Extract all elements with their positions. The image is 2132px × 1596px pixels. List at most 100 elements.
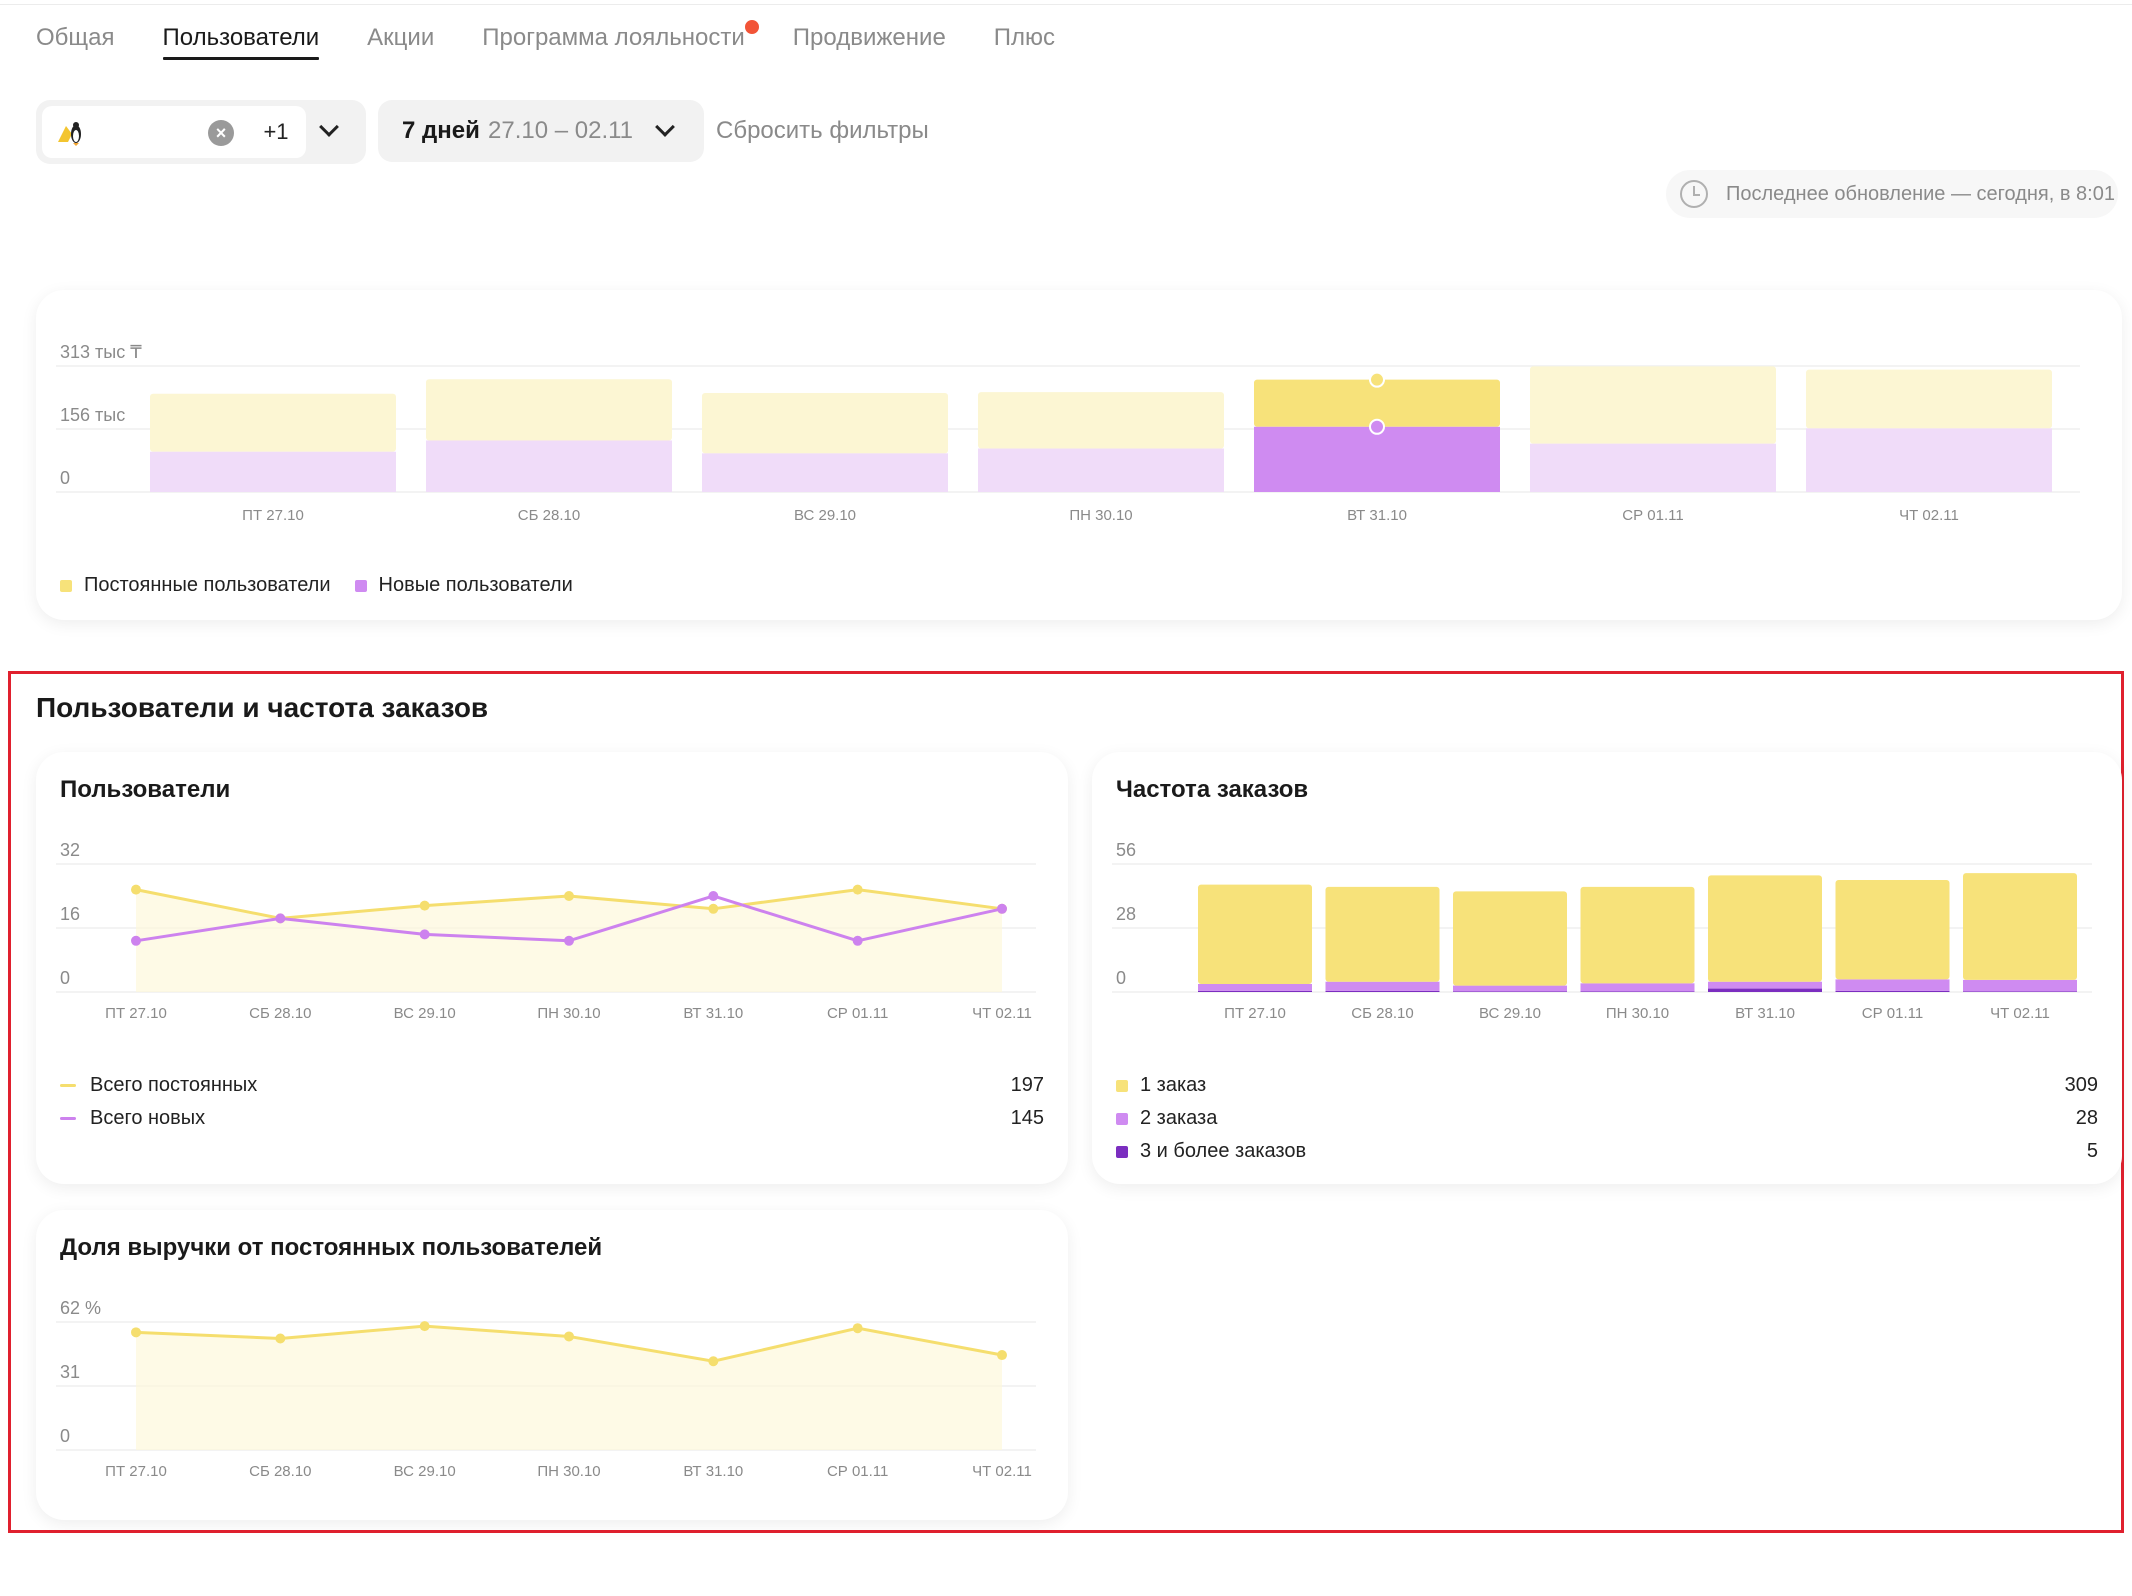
freq-bar-2 <box>1325 886 1440 982</box>
revenue-bar-new <box>978 448 1224 492</box>
users-point <box>419 900 430 911</box>
users-point <box>852 935 863 946</box>
freq-bar-1 <box>1708 981 1822 989</box>
tab-loyalty[interactable]: Программа лояльности <box>482 18 761 60</box>
users-legend-regular: Всего постоянных <box>60 1074 257 1097</box>
freq-legend-2-label: 2 заказа <box>1140 1107 1218 1129</box>
extra-shops-badge[interactable]: +1 <box>246 106 306 158</box>
users-point <box>564 891 574 901</box>
share-ytick: 31 <box>60 1362 80 1382</box>
share-ytick: 0 <box>60 1426 70 1446</box>
reset-filters-link[interactable]: Сбросить фильтры <box>716 117 929 144</box>
users-point <box>708 903 719 914</box>
freq-bar-0 <box>1453 991 1567 992</box>
tab-users[interactable]: Пользователи <box>162 20 319 60</box>
freq-legend-3-label: 3 и более заказов <box>1140 1140 1307 1162</box>
legend-new-label[interactable]: Новые пользователи <box>378 574 573 596</box>
legend-2-orders-swatch <box>1116 1112 1128 1125</box>
revenue-bar-regular <box>1530 366 1776 444</box>
share-point <box>275 1333 286 1344</box>
users-ytick: 0 <box>60 968 70 988</box>
share-point <box>852 1323 863 1334</box>
share-xtick: СР 01.11 <box>827 1463 888 1480</box>
period-chevron-down-icon <box>655 117 675 137</box>
revenue-ytick: 313 тыс ₸ <box>60 342 142 362</box>
tab-plus[interactable]: Плюс <box>993 24 1056 51</box>
revenue-xtick: ВТ 31.10 <box>1347 507 1407 524</box>
legend-3-orders-swatch <box>1116 1145 1128 1158</box>
notification-dot-icon <box>742 18 761 36</box>
share-xtick: ВС 29.10 <box>394 1463 456 1480</box>
freq-bar-0 <box>1835 990 1950 992</box>
shop-logo-icon <box>58 122 81 146</box>
revenue-bar-regular <box>1254 379 1500 427</box>
shop-select-input[interactable]: × <box>42 106 278 158</box>
users-legend-regular-value: 197 <box>1010 1074 1044 1096</box>
clock-icon <box>1680 180 1708 208</box>
users-xtick: СР 01.11 <box>827 1005 888 1022</box>
revenue-point-new <box>1369 418 1385 435</box>
freq-bar-2 <box>1835 880 1950 980</box>
clear-shop-icon[interactable]: × <box>208 120 234 146</box>
freq-card-title: Частота заказов <box>1116 776 1309 803</box>
users-point <box>708 891 719 901</box>
share-point <box>419 1321 430 1332</box>
shop-dropdown-chevron-icon[interactable] <box>319 117 339 137</box>
freq-bar-2 <box>1580 886 1695 984</box>
legend-new-swatch <box>354 579 367 592</box>
revenue-bar-new <box>1530 443 1776 492</box>
revenue-bar-new <box>1254 426 1500 492</box>
users-xtick: ЧТ 02.11 <box>972 1005 1032 1022</box>
period-range: 27.10 – 02.11 <box>488 117 634 144</box>
tab-general[interactable]: Общая <box>36 24 115 51</box>
highlight-frame <box>8 671 2124 1533</box>
tab-promotions[interactable]: Акции <box>367 24 435 51</box>
revenue-chart-card: 0 156 тыс 313 тыс ₸ ПТ 27.10 СБ 28.10 ВС 29.1… <box>36 290 2122 620</box>
freq-bar-1 <box>1580 983 1695 992</box>
freq-xtick: СР 01.11 <box>1862 1005 1923 1022</box>
users-xtick: ПН 30.10 <box>537 1005 600 1022</box>
users-xtick: СБ 28.10 <box>249 1005 311 1022</box>
revenue-share-card: Доля выручки от постоянных пользователей… <box>36 1210 1068 1520</box>
share-xtick: ЧТ 02.11 <box>972 1463 1032 1480</box>
freq-bar-1 <box>1453 985 1567 992</box>
freq-ytick: 0 <box>1116 968 1126 988</box>
users-xtick: ВТ 31.10 <box>683 1005 743 1022</box>
revenue-ytick: 0 <box>60 468 70 488</box>
legend-regular-label[interactable]: Постоянные пользователи <box>84 574 331 596</box>
period-select[interactable]: 7 дней 27.10 – 02.11 <box>378 100 704 162</box>
share-xtick: ПТ 27.10 <box>105 1463 167 1480</box>
freq-bar-1 <box>1198 984 1312 991</box>
users-card-title: Пользователи <box>60 776 231 803</box>
tab-advertising[interactable]: Продвижение <box>792 24 946 51</box>
users-point <box>131 935 141 946</box>
freq-xtick: ВС 29.10 <box>1479 1005 1541 1022</box>
users-xtick: ВС 29.10 <box>394 1005 456 1022</box>
users-point <box>419 929 430 940</box>
freq-bar-1 <box>1963 979 2077 992</box>
order-frequency-card: Частота заказов 0 28 56 ПТ 27.10 СБ 28.10 ВС … <box>1092 752 2122 1184</box>
revenue-legend: Постоянные пользователи Новые пользовате… <box>60 574 573 597</box>
share-point <box>997 1350 1007 1361</box>
users-legend-new-label: Всего новых <box>90 1107 206 1129</box>
users-point <box>275 913 286 924</box>
revenue-xtick: СБ 28.10 <box>518 507 580 524</box>
users-chart-card: Пользователи 0 16 32 ПТ 27.10 СБ 28.10 ВС 29.… <box>36 752 1068 1184</box>
revenue-xtick: ПН 30.10 <box>1069 507 1132 524</box>
share-card-title: Доля выручки от постоянных пользователей <box>60 1234 603 1261</box>
freq-bar-2 <box>1453 891 1567 986</box>
users-point <box>131 884 141 895</box>
freq-legend-1: 1 заказ <box>1116 1074 1206 1097</box>
revenue-bar-new <box>150 451 396 492</box>
share-ytick: 62 % <box>60 1298 101 1318</box>
share-xtick: ВТ 31.10 <box>683 1463 743 1480</box>
users-point <box>852 884 863 895</box>
share-area <box>136 1326 1002 1450</box>
freq-bar-2 <box>1963 873 2077 980</box>
freq-bar-2 <box>1198 884 1312 984</box>
freq-xtick: ВТ 31.10 <box>1735 1005 1795 1022</box>
revenue-bar-new <box>702 453 948 492</box>
revenue-bar-regular <box>1806 369 2052 429</box>
freq-legend-2-value: 28 <box>2075 1107 2098 1129</box>
period-days: 7 дней <box>402 117 480 144</box>
